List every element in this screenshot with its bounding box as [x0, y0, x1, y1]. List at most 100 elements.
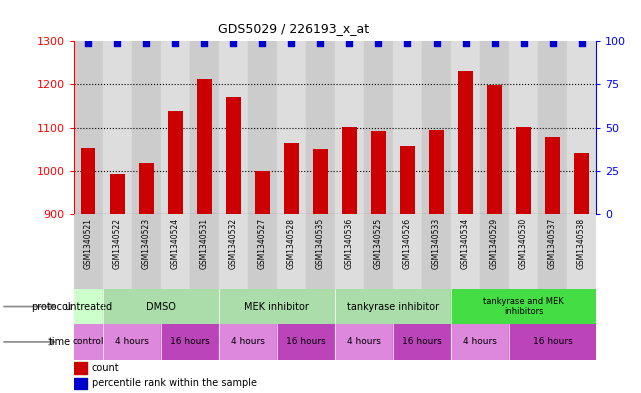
Bar: [219, 41, 248, 214]
Point: [344, 40, 354, 46]
Bar: [451, 214, 480, 289]
Bar: [487, 85, 502, 214]
Bar: [400, 146, 415, 214]
Bar: [451, 324, 509, 360]
Text: 4 hours: 4 hours: [115, 338, 149, 346]
Point: [403, 40, 413, 46]
Bar: [110, 174, 124, 214]
Bar: [480, 214, 509, 289]
Text: 4 hours: 4 hours: [231, 338, 265, 346]
Bar: [103, 214, 132, 289]
Bar: [509, 41, 538, 214]
Text: GSM1340533: GSM1340533: [432, 218, 441, 269]
Bar: [139, 163, 154, 214]
Text: GSM1340527: GSM1340527: [258, 218, 267, 269]
Bar: [574, 153, 589, 214]
Bar: [74, 289, 103, 324]
Text: protocol: protocol: [31, 301, 71, 312]
Bar: [132, 41, 161, 214]
Point: [257, 40, 267, 46]
Text: untreated: untreated: [64, 301, 112, 312]
Bar: [313, 149, 328, 214]
Point: [490, 40, 500, 46]
Text: control: control: [72, 338, 104, 346]
Bar: [335, 289, 451, 324]
Bar: [277, 324, 335, 360]
Point: [373, 40, 383, 46]
Text: GSM1340535: GSM1340535: [316, 218, 325, 269]
Bar: [74, 214, 103, 289]
Text: 16 hours: 16 hours: [286, 338, 326, 346]
Text: GSM1340526: GSM1340526: [403, 218, 412, 269]
Point: [287, 40, 297, 46]
Bar: [103, 289, 219, 324]
Text: GSM1340530: GSM1340530: [519, 218, 528, 269]
Point: [460, 40, 470, 46]
Text: 16 hours: 16 hours: [170, 338, 210, 346]
Bar: [393, 324, 451, 360]
Text: GSM1340525: GSM1340525: [374, 218, 383, 269]
Text: tankyrase inhibitor: tankyrase inhibitor: [347, 301, 439, 312]
Text: GSM1340534: GSM1340534: [461, 218, 470, 269]
Text: tankyrase and MEK
inhibitors: tankyrase and MEK inhibitors: [483, 297, 564, 316]
Point: [547, 40, 558, 46]
Bar: [306, 214, 335, 289]
Bar: [190, 214, 219, 289]
Text: count: count: [92, 363, 120, 373]
Bar: [306, 41, 335, 214]
Text: 4 hours: 4 hours: [463, 338, 497, 346]
Bar: [219, 214, 248, 289]
Bar: [538, 214, 567, 289]
Text: GSM1340538: GSM1340538: [577, 218, 586, 269]
Bar: [335, 214, 364, 289]
Text: GSM1340529: GSM1340529: [490, 218, 499, 269]
Bar: [168, 111, 183, 214]
Bar: [132, 214, 161, 289]
Point: [576, 40, 587, 46]
Bar: [545, 137, 560, 214]
Text: GSM1340536: GSM1340536: [345, 218, 354, 269]
Text: DMSO: DMSO: [146, 301, 176, 312]
Bar: [335, 41, 364, 214]
Bar: [161, 41, 190, 214]
Text: GDS5029 / 226193_x_at: GDS5029 / 226193_x_at: [217, 22, 369, 35]
Bar: [458, 71, 473, 214]
Bar: [567, 41, 596, 214]
Text: GSM1340524: GSM1340524: [171, 218, 179, 269]
Point: [83, 40, 94, 46]
Bar: [429, 130, 444, 214]
Point: [170, 40, 180, 46]
Text: 16 hours: 16 hours: [402, 338, 442, 346]
Bar: [451, 41, 480, 214]
Text: GSM1340523: GSM1340523: [142, 218, 151, 269]
Text: GSM1340528: GSM1340528: [287, 218, 296, 269]
Bar: [74, 362, 87, 374]
Bar: [393, 41, 422, 214]
Bar: [277, 214, 306, 289]
Bar: [74, 378, 87, 389]
Text: time: time: [48, 337, 71, 347]
Bar: [74, 324, 103, 360]
Text: percentile rank within the sample: percentile rank within the sample: [92, 378, 257, 389]
Bar: [219, 324, 277, 360]
Bar: [161, 324, 219, 360]
Text: 16 hours: 16 hours: [533, 338, 572, 346]
Bar: [277, 41, 306, 214]
Bar: [393, 214, 422, 289]
Bar: [422, 214, 451, 289]
Text: MEK inhibitor: MEK inhibitor: [244, 301, 310, 312]
Bar: [509, 214, 538, 289]
Bar: [103, 41, 132, 214]
Bar: [509, 324, 596, 360]
Bar: [342, 127, 356, 214]
Bar: [255, 171, 270, 214]
Bar: [161, 214, 190, 289]
Bar: [364, 214, 393, 289]
Bar: [371, 131, 386, 214]
Point: [199, 40, 210, 46]
Bar: [74, 41, 103, 214]
Bar: [451, 289, 596, 324]
Point: [112, 40, 122, 46]
Point: [315, 40, 326, 46]
Bar: [190, 41, 219, 214]
